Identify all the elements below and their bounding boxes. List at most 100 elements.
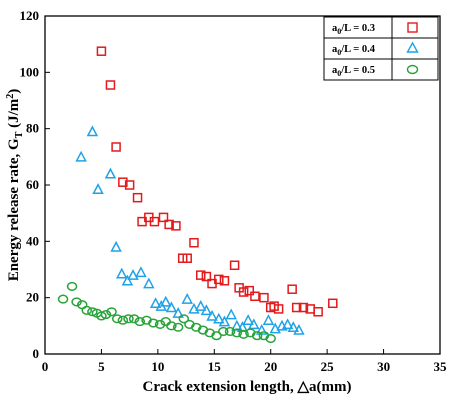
data-point-triangle bbox=[104, 167, 117, 179]
data-point-circle bbox=[166, 321, 177, 331]
data-point-triangle bbox=[135, 266, 147, 278]
data-point-circle bbox=[224, 326, 236, 337]
legend-box bbox=[323, 16, 439, 81]
data-point-triangle bbox=[287, 321, 300, 332]
data-point-square bbox=[201, 271, 212, 282]
data-point-square bbox=[124, 180, 135, 190]
data-point-triangle bbox=[160, 295, 172, 307]
data-point-square bbox=[164, 219, 174, 230]
data-point-triangle bbox=[121, 274, 134, 286]
data-point-circle bbox=[71, 297, 82, 307]
data-point-circle bbox=[231, 328, 243, 338]
x-tick-label: 25 bbox=[321, 359, 335, 374]
y-axis-ticks: 0 20 40 60 80 100 120 bbox=[20, 8, 50, 361]
data-point-square bbox=[105, 80, 116, 90]
data-point-circle bbox=[265, 333, 276, 344]
legend-circle-marker bbox=[406, 64, 419, 75]
data-point-circle bbox=[211, 331, 222, 341]
data-point-triangle bbox=[242, 314, 254, 325]
data-point-circle bbox=[96, 311, 107, 321]
x-tick-label: 20 bbox=[264, 359, 277, 374]
data-point-circle bbox=[154, 319, 166, 329]
data-point-circle bbox=[81, 305, 93, 315]
series-square bbox=[96, 46, 338, 317]
x-axis-title: Crack extension length, △a(mm) bbox=[142, 379, 351, 395]
data-point-circle bbox=[178, 314, 190, 324]
data-point-triangle bbox=[143, 277, 155, 289]
data-point-circle bbox=[57, 294, 69, 304]
data-point-square bbox=[259, 292, 269, 303]
data-point-square bbox=[195, 270, 206, 280]
data-point-square bbox=[149, 216, 160, 227]
data-point-circle bbox=[100, 310, 112, 320]
data-point-triangle bbox=[115, 267, 128, 279]
data-point-square bbox=[328, 298, 338, 309]
x-tick-label: 10 bbox=[151, 359, 164, 374]
data-point-triangle bbox=[262, 314, 275, 325]
data-point-triangle bbox=[231, 319, 243, 331]
data-point-square bbox=[96, 46, 107, 56]
data-point-square bbox=[171, 221, 181, 231]
data-point-triangle bbox=[200, 304, 213, 316]
series-circle bbox=[57, 281, 276, 344]
data-point-circle bbox=[111, 314, 123, 324]
data-point-circle bbox=[117, 315, 129, 325]
data-point-triangle bbox=[165, 301, 178, 313]
data-point-circle bbox=[251, 331, 263, 341]
x-axis-ticks: 0 5 10 15 20 25 30 35 bbox=[42, 349, 447, 374]
data-point-square bbox=[189, 237, 199, 248]
data-point-square bbox=[291, 302, 302, 313]
data-point-circle bbox=[123, 314, 134, 324]
data-point-triangle bbox=[293, 323, 305, 335]
data-point-triangle bbox=[206, 309, 218, 321]
data-point-square bbox=[132, 192, 143, 203]
data-point-square bbox=[238, 287, 249, 297]
data-point-square bbox=[118, 177, 128, 187]
data-point-square bbox=[273, 304, 284, 314]
data-point-square bbox=[219, 276, 230, 286]
data-point-square bbox=[298, 302, 309, 313]
y-tick-label: 40 bbox=[26, 233, 39, 248]
legend-triangle-marker bbox=[406, 41, 419, 53]
data-point-triangle bbox=[149, 297, 162, 309]
data-point-circle bbox=[218, 326, 229, 337]
legend-label-2: a0/L = 0.4 bbox=[332, 44, 376, 57]
data-markers bbox=[57, 46, 338, 344]
x-tick-label: 0 bbox=[42, 359, 49, 374]
data-point-square bbox=[287, 284, 297, 294]
data-point-circle bbox=[172, 322, 184, 332]
x-tick-label: 35 bbox=[434, 359, 448, 374]
legend-square-marker bbox=[407, 22, 418, 33]
data-point-circle bbox=[106, 307, 117, 317]
data-point-square bbox=[111, 142, 121, 152]
data-point-square bbox=[250, 291, 260, 302]
data-point-triangle bbox=[248, 318, 260, 330]
y-tick-label: 20 bbox=[26, 290, 39, 305]
legend: a0/L = 0.3 a0/L = 0.4 a0/L = 0.5 bbox=[323, 16, 439, 81]
y-tick-label: 80 bbox=[26, 121, 39, 136]
y-tick-label: 100 bbox=[20, 64, 40, 79]
data-point-circle bbox=[148, 318, 159, 328]
data-point-triangle bbox=[194, 300, 207, 311]
data-point-triangle bbox=[75, 150, 87, 162]
data-point-triangle bbox=[92, 183, 104, 194]
data-point-circle bbox=[87, 307, 98, 317]
data-point-triangle bbox=[127, 269, 139, 280]
data-point-square bbox=[313, 307, 323, 317]
data-point-triangle bbox=[225, 308, 237, 320]
legend-label-3: a0/L = 0.5 bbox=[332, 65, 375, 78]
data-point-triangle bbox=[213, 312, 225, 324]
x-tick-label: 15 bbox=[208, 359, 222, 374]
x-tick-label: 5 bbox=[98, 359, 105, 374]
data-point-circle bbox=[134, 317, 146, 327]
x-tick-label: 30 bbox=[377, 359, 390, 374]
data-point-triangle bbox=[86, 125, 99, 137]
data-point-triangle bbox=[218, 315, 231, 327]
data-point-triangle bbox=[181, 292, 193, 304]
y-axis-title: Energy release rate, GT (J/m2) bbox=[5, 89, 25, 282]
data-point-square bbox=[158, 212, 169, 223]
data-point-square bbox=[229, 260, 240, 271]
y-tick-label: 0 bbox=[33, 346, 40, 361]
data-point-triangle bbox=[172, 307, 184, 318]
